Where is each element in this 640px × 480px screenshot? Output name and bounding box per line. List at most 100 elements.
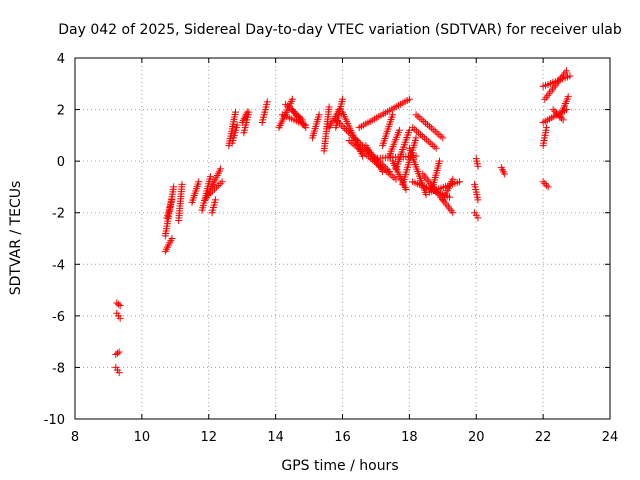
data-point [539,178,547,186]
data-point [551,107,559,115]
data-point [116,302,124,310]
x-tick-label: 14 [267,430,284,445]
x-tick-label: 24 [602,430,619,445]
x-tick-label: 16 [334,430,351,445]
x-tick-label: 12 [200,430,217,445]
data-point [446,205,454,213]
data-point [566,72,574,80]
data-point [211,196,219,204]
data-point [456,178,464,186]
y-tick-label: -2 [52,207,65,222]
data-point [335,119,343,127]
y-tick-label: -8 [52,361,65,376]
data-point [170,183,178,191]
data-point [315,111,323,119]
data-point [359,152,367,160]
data-point [563,67,571,75]
data-point [216,165,224,173]
y-tick-label: 4 [57,52,65,67]
data-point [423,176,431,184]
data-points [112,67,574,377]
y-tick-label: 0 [57,155,65,170]
data-point [325,103,333,111]
grid [75,58,610,419]
data-point [558,114,566,122]
data-point [563,106,571,114]
data-point [178,180,186,188]
data-point [429,183,437,191]
data-point [422,119,430,127]
data-point [233,121,241,129]
data-point [195,178,203,186]
data-point [115,348,123,356]
data-point [501,170,509,178]
data-point [168,235,176,242]
data-point [549,106,557,114]
data-point [218,178,226,186]
data-point [337,121,345,129]
data-point [392,175,400,183]
data-point [420,117,428,125]
data-point [437,132,445,140]
data-point [412,152,420,160]
data-point [416,114,424,122]
data-point [418,116,426,124]
y-axis-label: SDTVAR / TECUs [8,181,24,296]
x-tick-label: 22 [535,430,552,445]
data-point [431,127,439,135]
data-point [444,203,452,211]
data-point [541,179,549,187]
data-point [474,214,482,222]
data-point [116,314,124,322]
data-point [542,124,550,132]
data-point [447,207,455,215]
x-tick-label: 10 [134,430,151,445]
data-point [559,116,567,124]
data-point [429,126,437,134]
data-point [414,112,422,120]
data-point [243,108,251,116]
data-point [113,349,121,357]
data-point [433,129,441,137]
data-point [402,186,410,194]
data-point [412,134,420,142]
data-point [554,111,562,119]
data-point [474,162,482,170]
data-point [405,95,413,103]
data-point [232,108,239,116]
data-point [216,180,224,188]
data-point [114,300,122,308]
data-point [427,124,435,132]
x-axis-label: GPS time / hours [281,458,398,474]
chart-title: Day 042 of 2025, Sidereal Day-to-day VTE… [58,22,622,38]
data-point [432,144,440,152]
data-point [214,181,222,189]
data-point [564,93,572,101]
y-tick-label: 2 [57,104,65,119]
data-point [556,112,564,120]
data-point [435,131,443,139]
data-point [443,201,451,209]
data-point [544,183,552,191]
y-tick-label: -6 [52,310,65,325]
data-point [332,116,340,124]
data-point [425,122,433,130]
data-point [424,121,432,129]
data-point [553,109,560,117]
data-point [449,209,457,217]
data-point [412,111,420,119]
data-point [339,123,347,131]
data-point [302,124,310,132]
data-point [168,196,176,204]
data-point [263,98,271,106]
data-point [288,95,296,103]
data-point [334,118,342,126]
data-point [395,126,403,134]
data-point [449,175,457,183]
data-point [389,111,397,119]
y-tick-label: -4 [52,258,65,273]
data-point [379,167,387,175]
x-tick-label: 18 [401,430,418,445]
